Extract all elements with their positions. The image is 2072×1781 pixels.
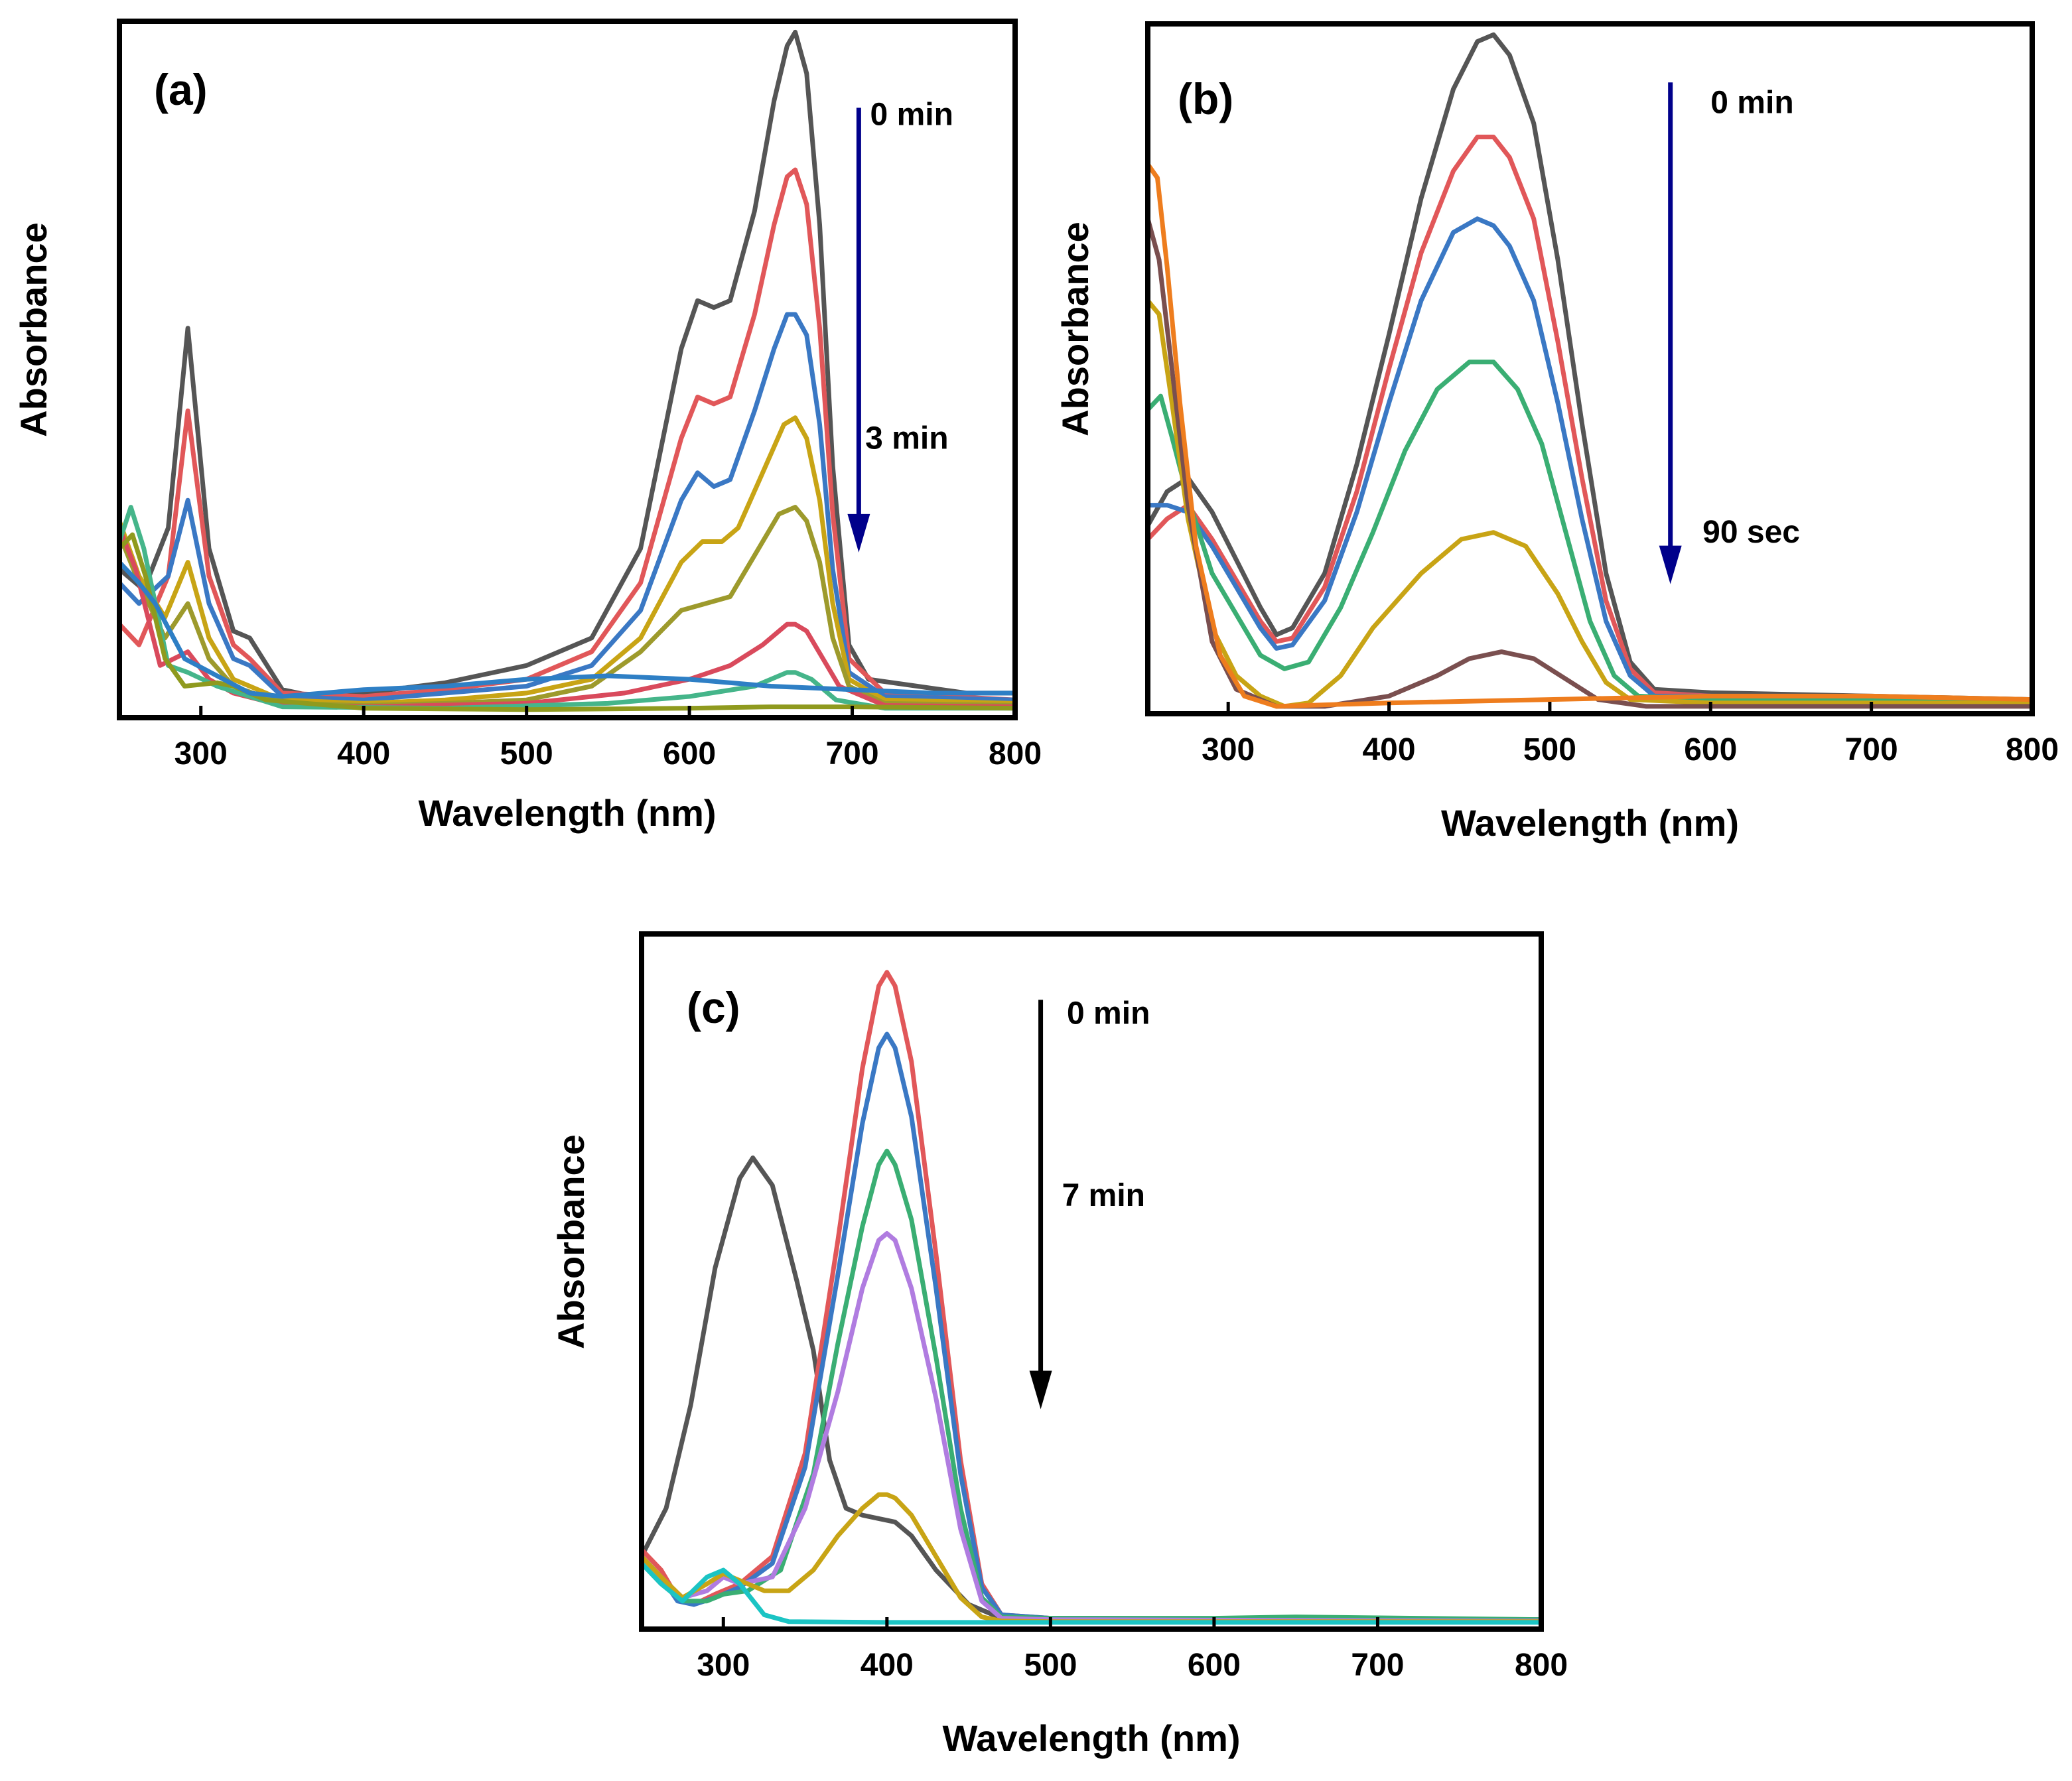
chart-c-xtick-label-500: 500: [1024, 1648, 1077, 1683]
chart-b-xtick-label-400: 400: [1362, 732, 1415, 767]
chart-c-xtick-label-400: 400: [861, 1648, 914, 1683]
chart-panel-a: (a) 300 400 500 600 700 800 Wavelength (nm) Abs…: [13, 19, 1042, 834]
chart-c-arrow-head: [1029, 1370, 1052, 1410]
chart-b-annotation-1: 90 sec: [1702, 515, 1800, 550]
chart-a-series-8: [119, 560, 1015, 699]
chart-a-series-4: [119, 505, 1015, 708]
chart-a-annotation-0: 0 min: [870, 98, 953, 133]
chart-a-series-1: [119, 167, 1015, 702]
chart-a-xtick-label-300: 300: [174, 736, 228, 771]
chart-c-xtick-label-700: 700: [1351, 1648, 1404, 1683]
chart-b-series-2: [1148, 216, 2032, 702]
chart-a-xtick-label-400: 400: [337, 736, 390, 771]
chart-c-frame: [639, 931, 1544, 1632]
chart-c-xtick-label-800: 800: [1515, 1648, 1568, 1683]
chart-b-series-5: [1148, 216, 2032, 709]
chart-b-xtick-label-300: 300: [1202, 732, 1255, 767]
chart-b-arrow-head: [1659, 545, 1682, 584]
chart-b-series-1: [1148, 135, 2032, 702]
chart-a-annotation-1: 3 min: [865, 421, 948, 456]
chart-a-xtick-label-800: 800: [989, 736, 1042, 771]
chart-b-ylabel: Absorbance: [1054, 222, 1096, 436]
chart-b-frame: [1145, 21, 2035, 716]
chart-c-series-6: [642, 1561, 1541, 1625]
chart-c-ylabel: Absorbance: [550, 1134, 592, 1349]
chart-a-xtick-label-500: 500: [500, 736, 553, 771]
chart-c-xlabel: Wavelength (nm): [942, 1717, 1240, 1759]
chart-c-series-0: [642, 1155, 1541, 1624]
chart-b-xtick-label-800: 800: [2006, 732, 2059, 767]
chart-b-xlabel: Wavelength (nm): [1441, 802, 1739, 844]
chart-b-panel-label: (b): [1178, 74, 1233, 123]
chart-b-series-3: [1148, 360, 2032, 704]
chart-b-annotation-0: 0 min: [1710, 86, 1793, 121]
chart-c-panel-label: (c): [687, 983, 740, 1032]
chart-c-series-4: [642, 1231, 1541, 1624]
chart-panel-b: (b) 300 400 500 600 700 800 Wavelength (nm) Abs…: [1054, 21, 2059, 844]
chart-a-xtick-label-700: 700: [825, 736, 878, 771]
chart-c-annotation-0: 0 min: [1067, 996, 1150, 1031]
chart-a-frame: [117, 19, 1018, 720]
chart-c-curves: [642, 970, 1541, 1625]
chart-a-curves: [119, 29, 1015, 712]
chart-panel-c: (c) 300 400 500 600 700 800 Wavelength (nm) Abs…: [550, 931, 1568, 1759]
chart-a-ylabel: Absorbance: [13, 222, 54, 437]
chart-c-annotation-1: 7 min: [1062, 1178, 1145, 1213]
chart-a-xtick-label-600: 600: [663, 736, 716, 771]
chart-c-xtick-label-600: 600: [1188, 1648, 1241, 1683]
chart-a-series-0: [119, 29, 1015, 699]
chart-a-series-3: [119, 415, 1015, 706]
chart-b-xtick-label-600: 600: [1684, 732, 1737, 767]
chart-a-xlabel: Wavelength (nm): [418, 792, 716, 834]
chart-a-series-2: [119, 312, 1015, 702]
chart-b-xtick-label-700: 700: [1845, 732, 1898, 767]
chart-b-xtick-label-500: 500: [1523, 732, 1576, 767]
chart-a-panel-label: (a): [154, 65, 208, 114]
chart-b-curves: [1148, 32, 2032, 709]
chart-c-series-5: [642, 1492, 1541, 1624]
chart-b-series-6: [1148, 162, 2032, 709]
chart-a-arrow-head: [847, 513, 870, 553]
chart-c-xtick-label-300: 300: [697, 1648, 750, 1683]
chart-a-series-5: [119, 525, 1015, 710]
